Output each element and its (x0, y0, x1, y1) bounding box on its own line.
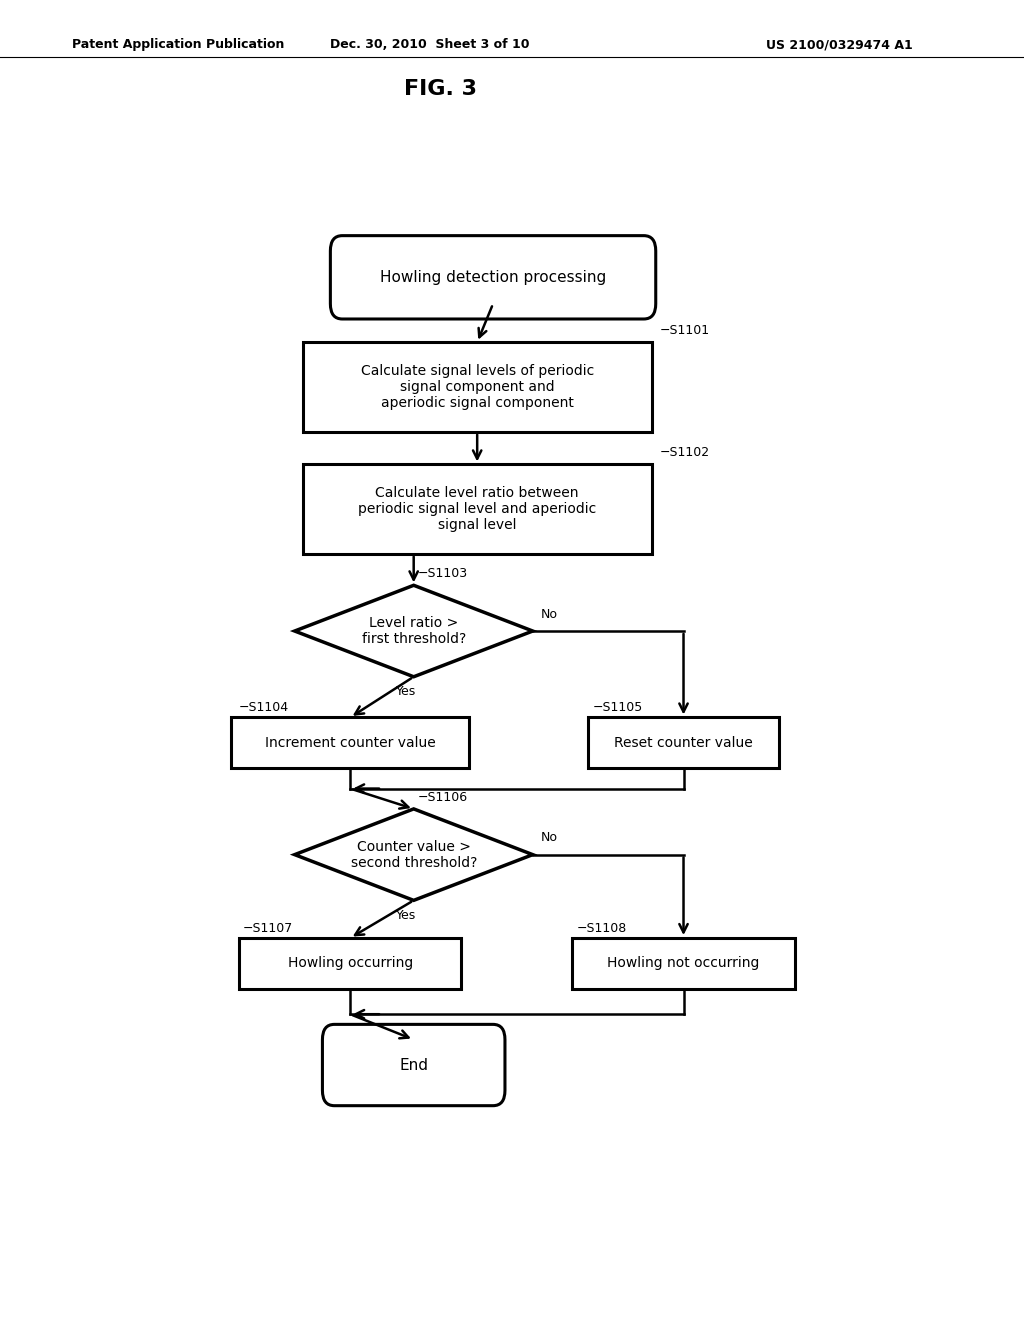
Text: −S1102: −S1102 (659, 446, 710, 459)
Text: FIG. 3: FIG. 3 (403, 79, 477, 99)
Text: −S1101: −S1101 (659, 325, 710, 338)
Text: US 2100/0329474 A1: US 2100/0329474 A1 (766, 38, 913, 51)
Text: −S1106: −S1106 (418, 791, 468, 804)
Text: −S1103: −S1103 (418, 568, 468, 581)
Bar (303, 342, 652, 432)
FancyBboxPatch shape (323, 1024, 505, 1106)
Text: Howling detection processing: Howling detection processing (380, 269, 606, 285)
Text: Yes: Yes (395, 908, 416, 921)
Bar (303, 465, 652, 554)
Bar (240, 939, 461, 989)
Text: Dec. 30, 2010  Sheet 3 of 10: Dec. 30, 2010 Sheet 3 of 10 (331, 38, 529, 51)
Text: Calculate signal levels of periodic
signal component and
aperiodic signal compon: Calculate signal levels of periodic sign… (360, 364, 594, 411)
Text: Reset counter value: Reset counter value (614, 735, 753, 750)
Text: Howling occurring: Howling occurring (288, 957, 413, 970)
Text: Patent Application Publication: Patent Application Publication (72, 38, 284, 51)
Text: Counter value >
second threshold?: Counter value > second threshold? (350, 840, 477, 870)
Text: Howling not occurring: Howling not occurring (607, 957, 760, 970)
Text: −S1105: −S1105 (592, 701, 642, 714)
Polygon shape (295, 809, 532, 900)
Text: −S1107: −S1107 (243, 921, 293, 935)
Bar (588, 718, 778, 768)
Text: −S1104: −S1104 (240, 701, 289, 714)
Text: Yes: Yes (395, 685, 416, 698)
Text: No: No (541, 832, 558, 845)
Text: No: No (541, 609, 558, 620)
Text: End: End (399, 1057, 428, 1073)
Text: Increment counter value: Increment counter value (265, 735, 435, 750)
Polygon shape (295, 585, 532, 677)
Bar (572, 939, 795, 989)
Bar (231, 718, 469, 768)
Text: Calculate level ratio between
periodic signal level and aperiodic
signal level: Calculate level ratio between periodic s… (358, 486, 596, 532)
Text: Level ratio >
first threshold?: Level ratio > first threshold? (361, 616, 466, 645)
FancyBboxPatch shape (331, 236, 655, 319)
Text: −S1108: −S1108 (577, 921, 627, 935)
